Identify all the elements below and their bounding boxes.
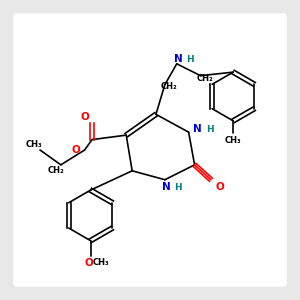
Text: CH₃: CH₃ bbox=[93, 258, 109, 267]
Text: CH₂: CH₂ bbox=[48, 166, 65, 175]
Text: N: N bbox=[174, 54, 183, 64]
Text: H: H bbox=[174, 183, 182, 192]
Text: H: H bbox=[206, 125, 213, 134]
FancyBboxPatch shape bbox=[13, 13, 287, 287]
Text: O: O bbox=[80, 112, 89, 122]
Text: N: N bbox=[193, 124, 202, 134]
Text: N: N bbox=[162, 182, 171, 192]
Text: O: O bbox=[215, 182, 224, 192]
Text: CH₂: CH₂ bbox=[196, 74, 213, 83]
Text: O: O bbox=[71, 145, 80, 155]
Text: CH₃: CH₃ bbox=[26, 140, 42, 148]
Text: CH₃: CH₃ bbox=[225, 136, 242, 145]
Text: H: H bbox=[186, 55, 194, 64]
Text: O: O bbox=[85, 258, 93, 268]
Text: CH₂: CH₂ bbox=[161, 82, 178, 91]
